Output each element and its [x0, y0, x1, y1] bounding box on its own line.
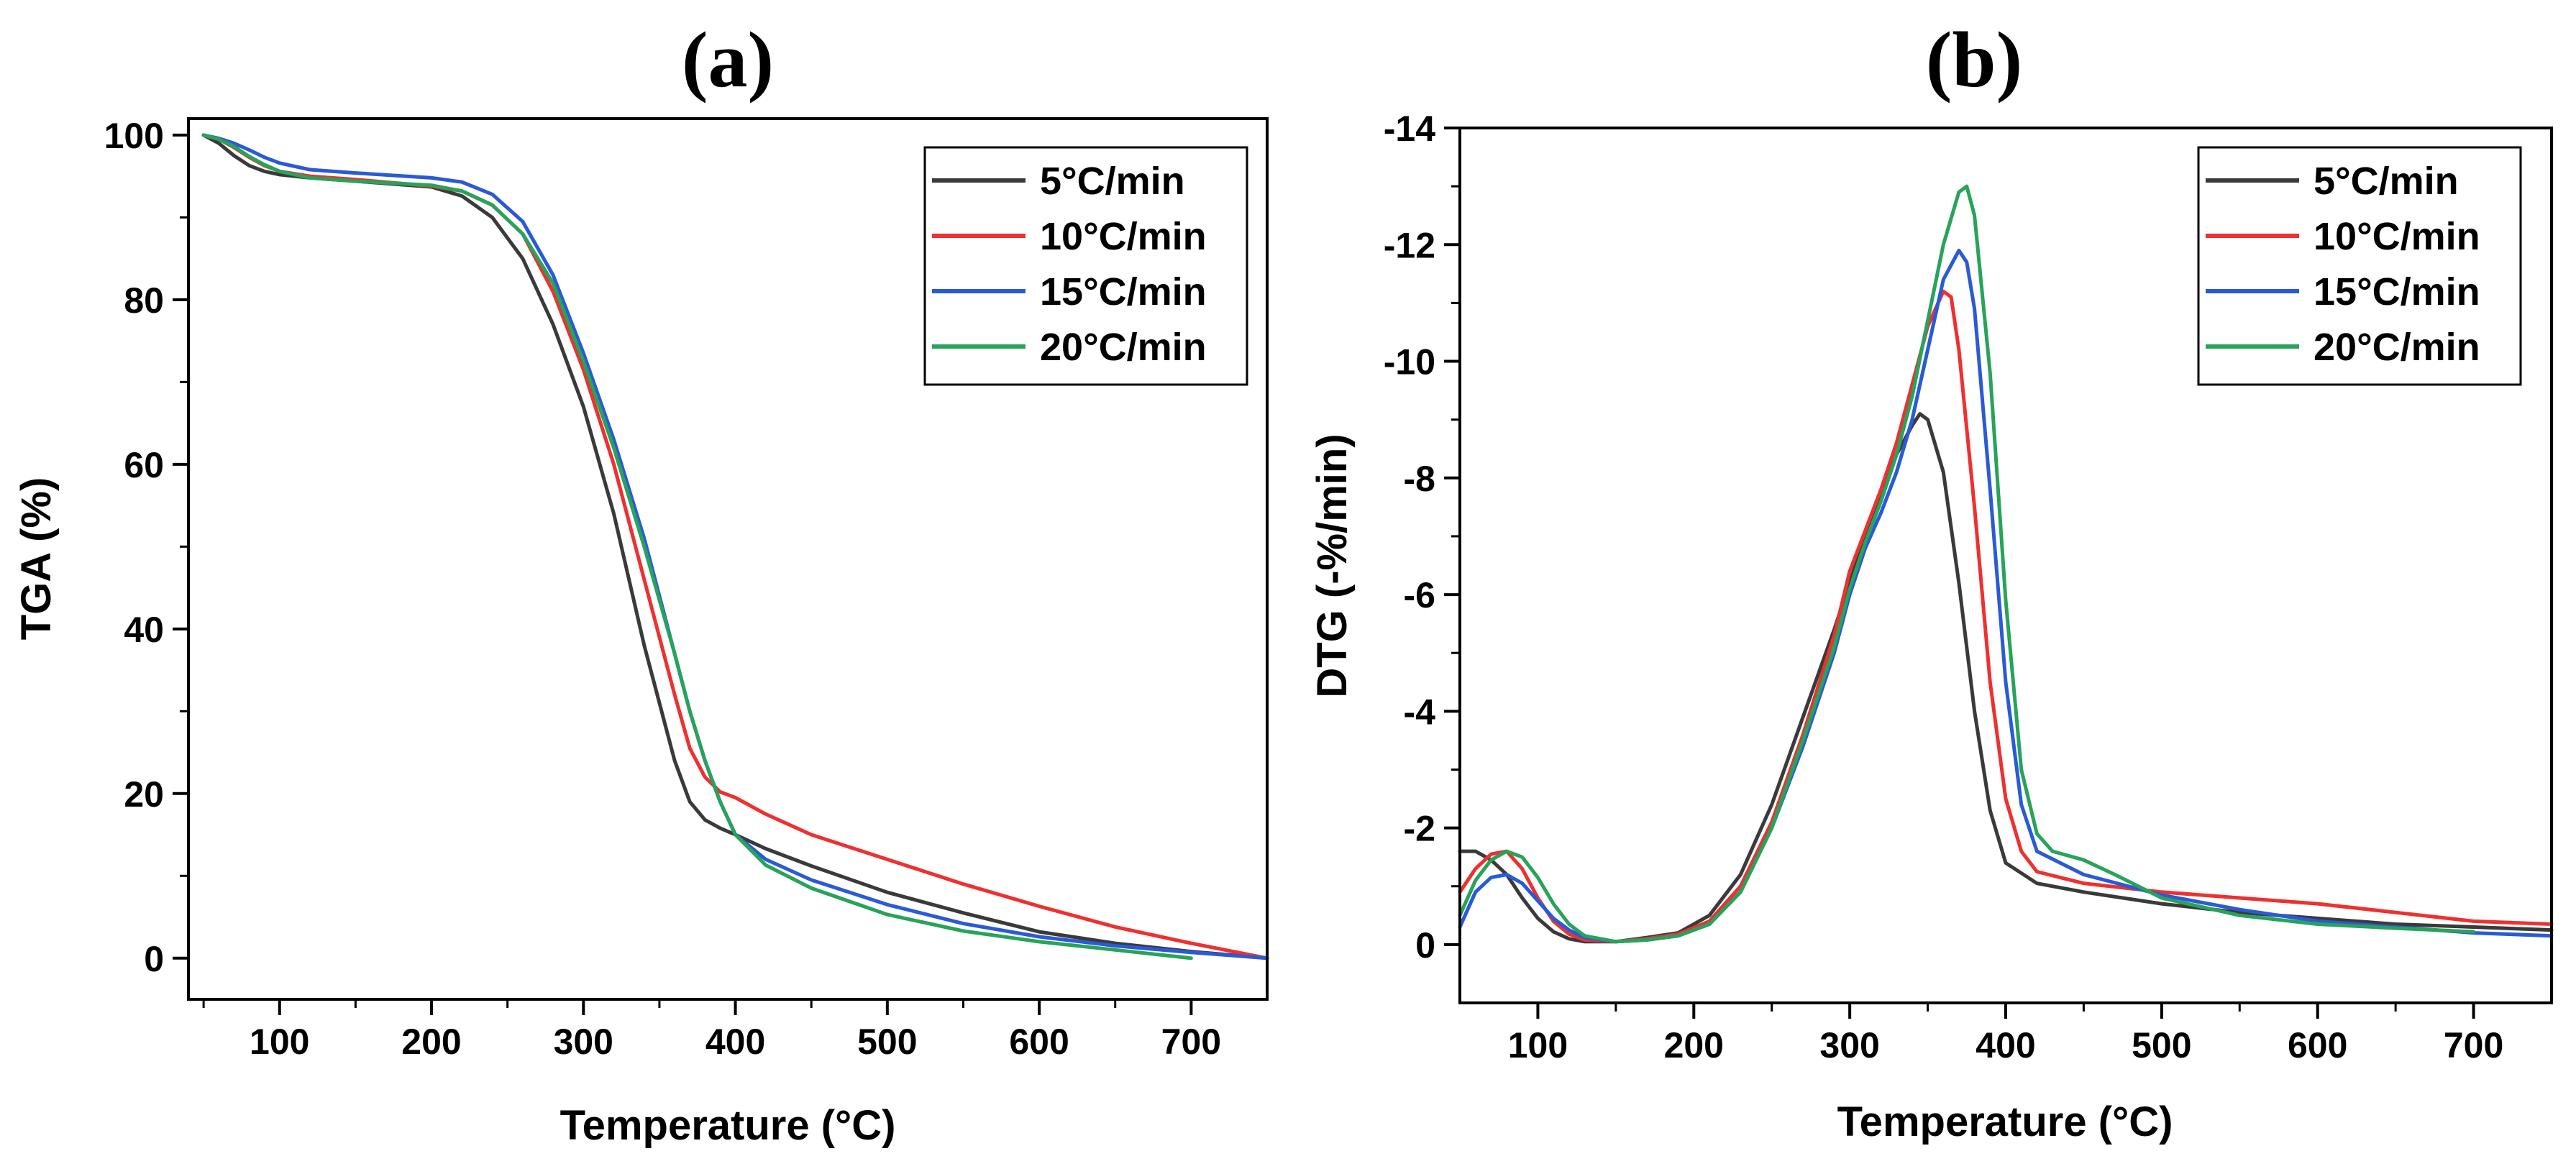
legend-label-1: 5°C/min [2314, 160, 2459, 203]
y-tick-label: -6 [1404, 575, 1435, 615]
x-axis-label: Temperature (°C) [1837, 1099, 2173, 1145]
y-tick-label: -10 [1384, 342, 1435, 382]
y-tick-label: 20 [124, 774, 164, 815]
x-tick-label: 200 [401, 1022, 461, 1062]
legend-label-1: 5°C/min [1040, 160, 1185, 203]
series-line-3 [201, 133, 1269, 960]
tga-legend: 5°C/min 10°C/min 15°C/min 20°C/min [923, 146, 1248, 386]
x-tick-label: 400 [1976, 1025, 2035, 1065]
x-tick-label: 500 [857, 1022, 917, 1062]
x-tick-label: 700 [1161, 1022, 1221, 1062]
legend-label-2: 10°C/min [1040, 215, 1207, 258]
y-axis-label: TGA (%) [13, 477, 60, 641]
x-tick-label: 300 [554, 1022, 613, 1062]
series-line-4 [201, 133, 1193, 960]
x-tick-label: 100 [1508, 1025, 1568, 1065]
y-tick-label: -14 [1384, 109, 1435, 149]
y-tick-label: -8 [1404, 459, 1435, 499]
panel-title: (b) [1926, 16, 2022, 104]
x-tick-label: 600 [2288, 1025, 2347, 1065]
panel-title: (a) [682, 16, 774, 104]
legend-label-3: 15°C/min [1040, 270, 1207, 313]
y-tick-label: 0 [144, 939, 164, 979]
series-line-3 [1458, 248, 2554, 944]
legend-label-4: 20°C/min [2314, 326, 2480, 369]
x-tick-label: 700 [2444, 1025, 2503, 1065]
y-tick-label: 100 [104, 116, 164, 156]
x-tick-label: 200 [1664, 1025, 1724, 1065]
y-tick-label: 40 [124, 610, 164, 650]
y-tick-label: 60 [124, 445, 164, 485]
dtg-legend: 5°C/min 10°C/min 15°C/min 20°C/min [2197, 146, 2522, 386]
x-tick-label: 300 [1819, 1025, 1879, 1065]
legend-label-3: 15°C/min [2314, 270, 2480, 313]
y-tick-label: -4 [1404, 692, 1436, 732]
tga-chart-panel: (a) 100 200 300 400 500 600 700 0 20 40 60 80 100 Temp… [13, 16, 1269, 1149]
x-tick-label: 600 [1009, 1022, 1069, 1062]
series-line-1 [1458, 412, 2554, 944]
y-axis-label: DTG (-%/min) [1309, 434, 1356, 697]
y-tick-label: -12 [1384, 225, 1435, 265]
series-line-2 [1458, 289, 2554, 944]
dtg-chart-panel: (b) 100 200 300 400 500 600 700 0 -2 -4 -6 -8 -10 -12 -… [1309, 16, 2554, 1145]
x-tick-label: 400 [705, 1022, 765, 1062]
x-tick-label: 100 [250, 1022, 309, 1062]
legend-label-2: 10°C/min [2314, 215, 2480, 258]
legend-label-4: 20°C/min [1040, 326, 1207, 369]
series-line-1 [201, 133, 1269, 960]
y-tick-label: 80 [124, 280, 164, 321]
x-tick-label: 500 [2132, 1025, 2191, 1065]
y-tick-label: 0 [1415, 925, 1435, 966]
x-axis-label: Temperature (°C) [560, 1102, 896, 1149]
series-line-4 [1458, 184, 2476, 944]
y-tick-label: -2 [1404, 809, 1435, 849]
plot-frame [187, 117, 1269, 1001]
